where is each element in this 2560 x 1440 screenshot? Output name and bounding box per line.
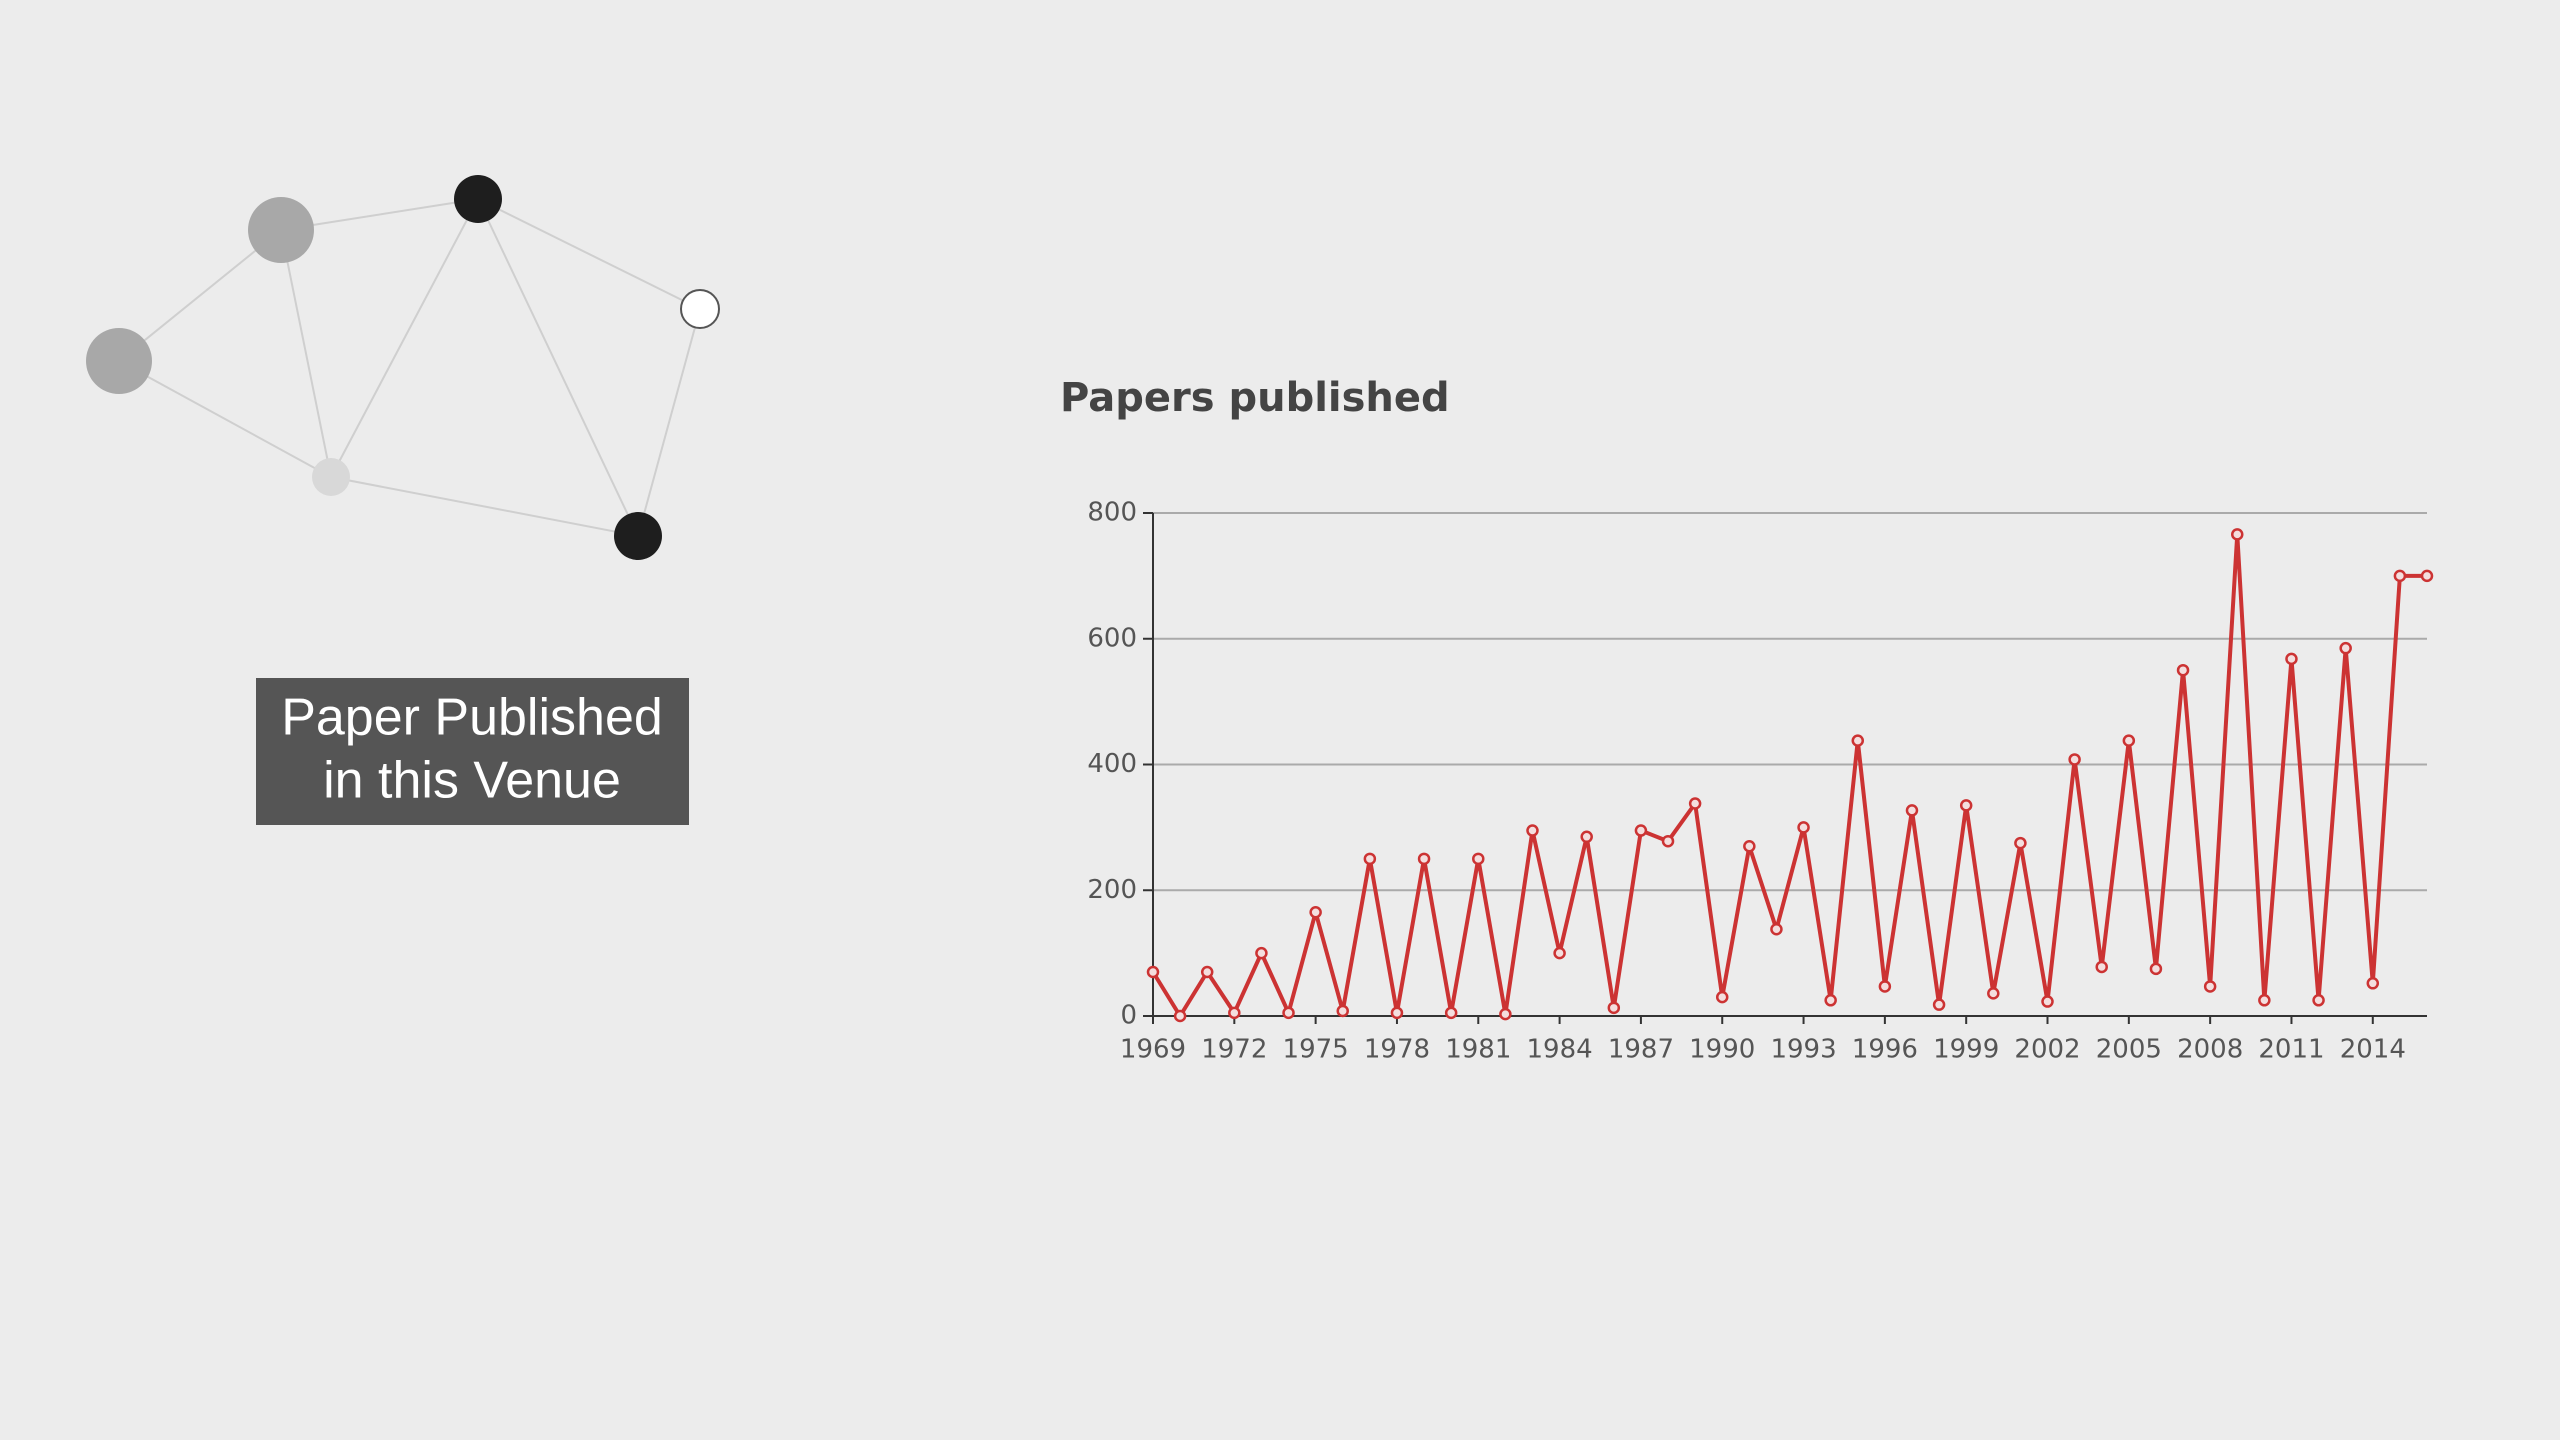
- edge: [637, 308, 701, 537]
- x-tick-label: 1990: [1689, 1035, 1755, 1065]
- point: [1905, 804, 1919, 817]
- x-tick-label: 2014: [2340, 1035, 2406, 1065]
- point: [2231, 528, 2244, 541]
- y-tick-label: 600: [1087, 623, 1137, 653]
- point: [1959, 799, 1973, 812]
- edge: [330, 476, 639, 537]
- y-tick-label: 800: [1087, 498, 1137, 528]
- point: [1878, 980, 1892, 993]
- y-tick-label: 400: [1087, 749, 1137, 779]
- point: [1634, 824, 1648, 837]
- point: [2041, 995, 2054, 1008]
- node: [248, 197, 314, 263]
- edge: [118, 360, 332, 478]
- edge: [330, 198, 479, 478]
- x-tick-label: 1969: [1120, 1035, 1186, 1065]
- point: [1824, 994, 1837, 1007]
- x-tick-label: 2011: [2258, 1035, 2324, 1065]
- point: [2014, 836, 2027, 850]
- x-tick-label: 1972: [1201, 1035, 1267, 1065]
- point: [1607, 1001, 1621, 1015]
- point: [1499, 1007, 1512, 1021]
- x-tick-label: 1981: [1445, 1035, 1511, 1065]
- point: [1390, 1006, 1404, 1020]
- edge: [280, 198, 479, 231]
- point: [1932, 998, 1946, 1011]
- chart-title: Papers published: [1060, 375, 1450, 421]
- x-tick-label: 1975: [1283, 1035, 1349, 1065]
- point: [2393, 569, 2407, 583]
- point: [1336, 1004, 1349, 1018]
- node: [86, 328, 152, 394]
- x-tick-label: 2005: [2096, 1035, 2162, 1065]
- point: [1526, 824, 1539, 837]
- point: [2420, 569, 2434, 583]
- node: [454, 175, 502, 223]
- point: [1770, 922, 1783, 936]
- x-tick-label: 1999: [1933, 1035, 1999, 1065]
- point: [1363, 852, 1377, 866]
- point: [2312, 994, 2325, 1007]
- point: [1553, 946, 1566, 960]
- edge: [477, 198, 639, 537]
- point: [2285, 652, 2298, 666]
- point: [2176, 663, 2190, 677]
- point: [2095, 960, 2108, 974]
- point: [2122, 734, 2136, 747]
- x-tick-label: 2002: [2014, 1035, 2080, 1065]
- node: [312, 458, 350, 496]
- point: [1851, 734, 1865, 747]
- point: [1309, 906, 1322, 919]
- point: [2339, 641, 2352, 655]
- point: [1444, 1006, 1458, 1020]
- point: [1688, 797, 1702, 810]
- point: [1173, 1009, 1187, 1023]
- x-tick-label: 2008: [2177, 1035, 2243, 1065]
- point: [2068, 753, 2081, 766]
- y-tick-label: 200: [1087, 875, 1137, 905]
- edge: [280, 229, 332, 478]
- point: [1987, 987, 2000, 1000]
- venue-label: in this Venue: [323, 752, 621, 810]
- venue-label: Paper Published: [281, 689, 663, 747]
- point: [2203, 980, 2217, 993]
- point: [1146, 965, 1160, 979]
- venue-label-box: [256, 678, 689, 825]
- x-tick-label: 1996: [1852, 1035, 1918, 1065]
- network: [118, 198, 701, 537]
- y-tick-label: 0: [1120, 1001, 1137, 1031]
- x-tick-label: 1984: [1527, 1035, 1593, 1065]
- point: [1228, 1006, 1241, 1020]
- node: [614, 512, 662, 560]
- point: [1417, 852, 1431, 866]
- point: [1580, 830, 1593, 844]
- point: [1200, 965, 1214, 979]
- point: [1282, 1006, 1295, 1020]
- line: [1151, 532, 2427, 1018]
- node: [680, 289, 720, 329]
- x-tick-label: 1993: [1770, 1035, 1836, 1065]
- point: [1472, 852, 1485, 866]
- point: [1255, 946, 1268, 960]
- point: [1743, 839, 1756, 853]
- point: [2149, 962, 2163, 976]
- edge: [477, 198, 701, 310]
- point: [2366, 977, 2380, 990]
- x-tick-label: 1978: [1364, 1035, 1430, 1065]
- x-tick-label: 1987: [1608, 1035, 1674, 1065]
- point: [1661, 834, 1675, 848]
- point: [1715, 990, 1729, 1004]
- point: [2258, 994, 2271, 1007]
- edge: [118, 229, 282, 362]
- point: [1797, 821, 1810, 834]
